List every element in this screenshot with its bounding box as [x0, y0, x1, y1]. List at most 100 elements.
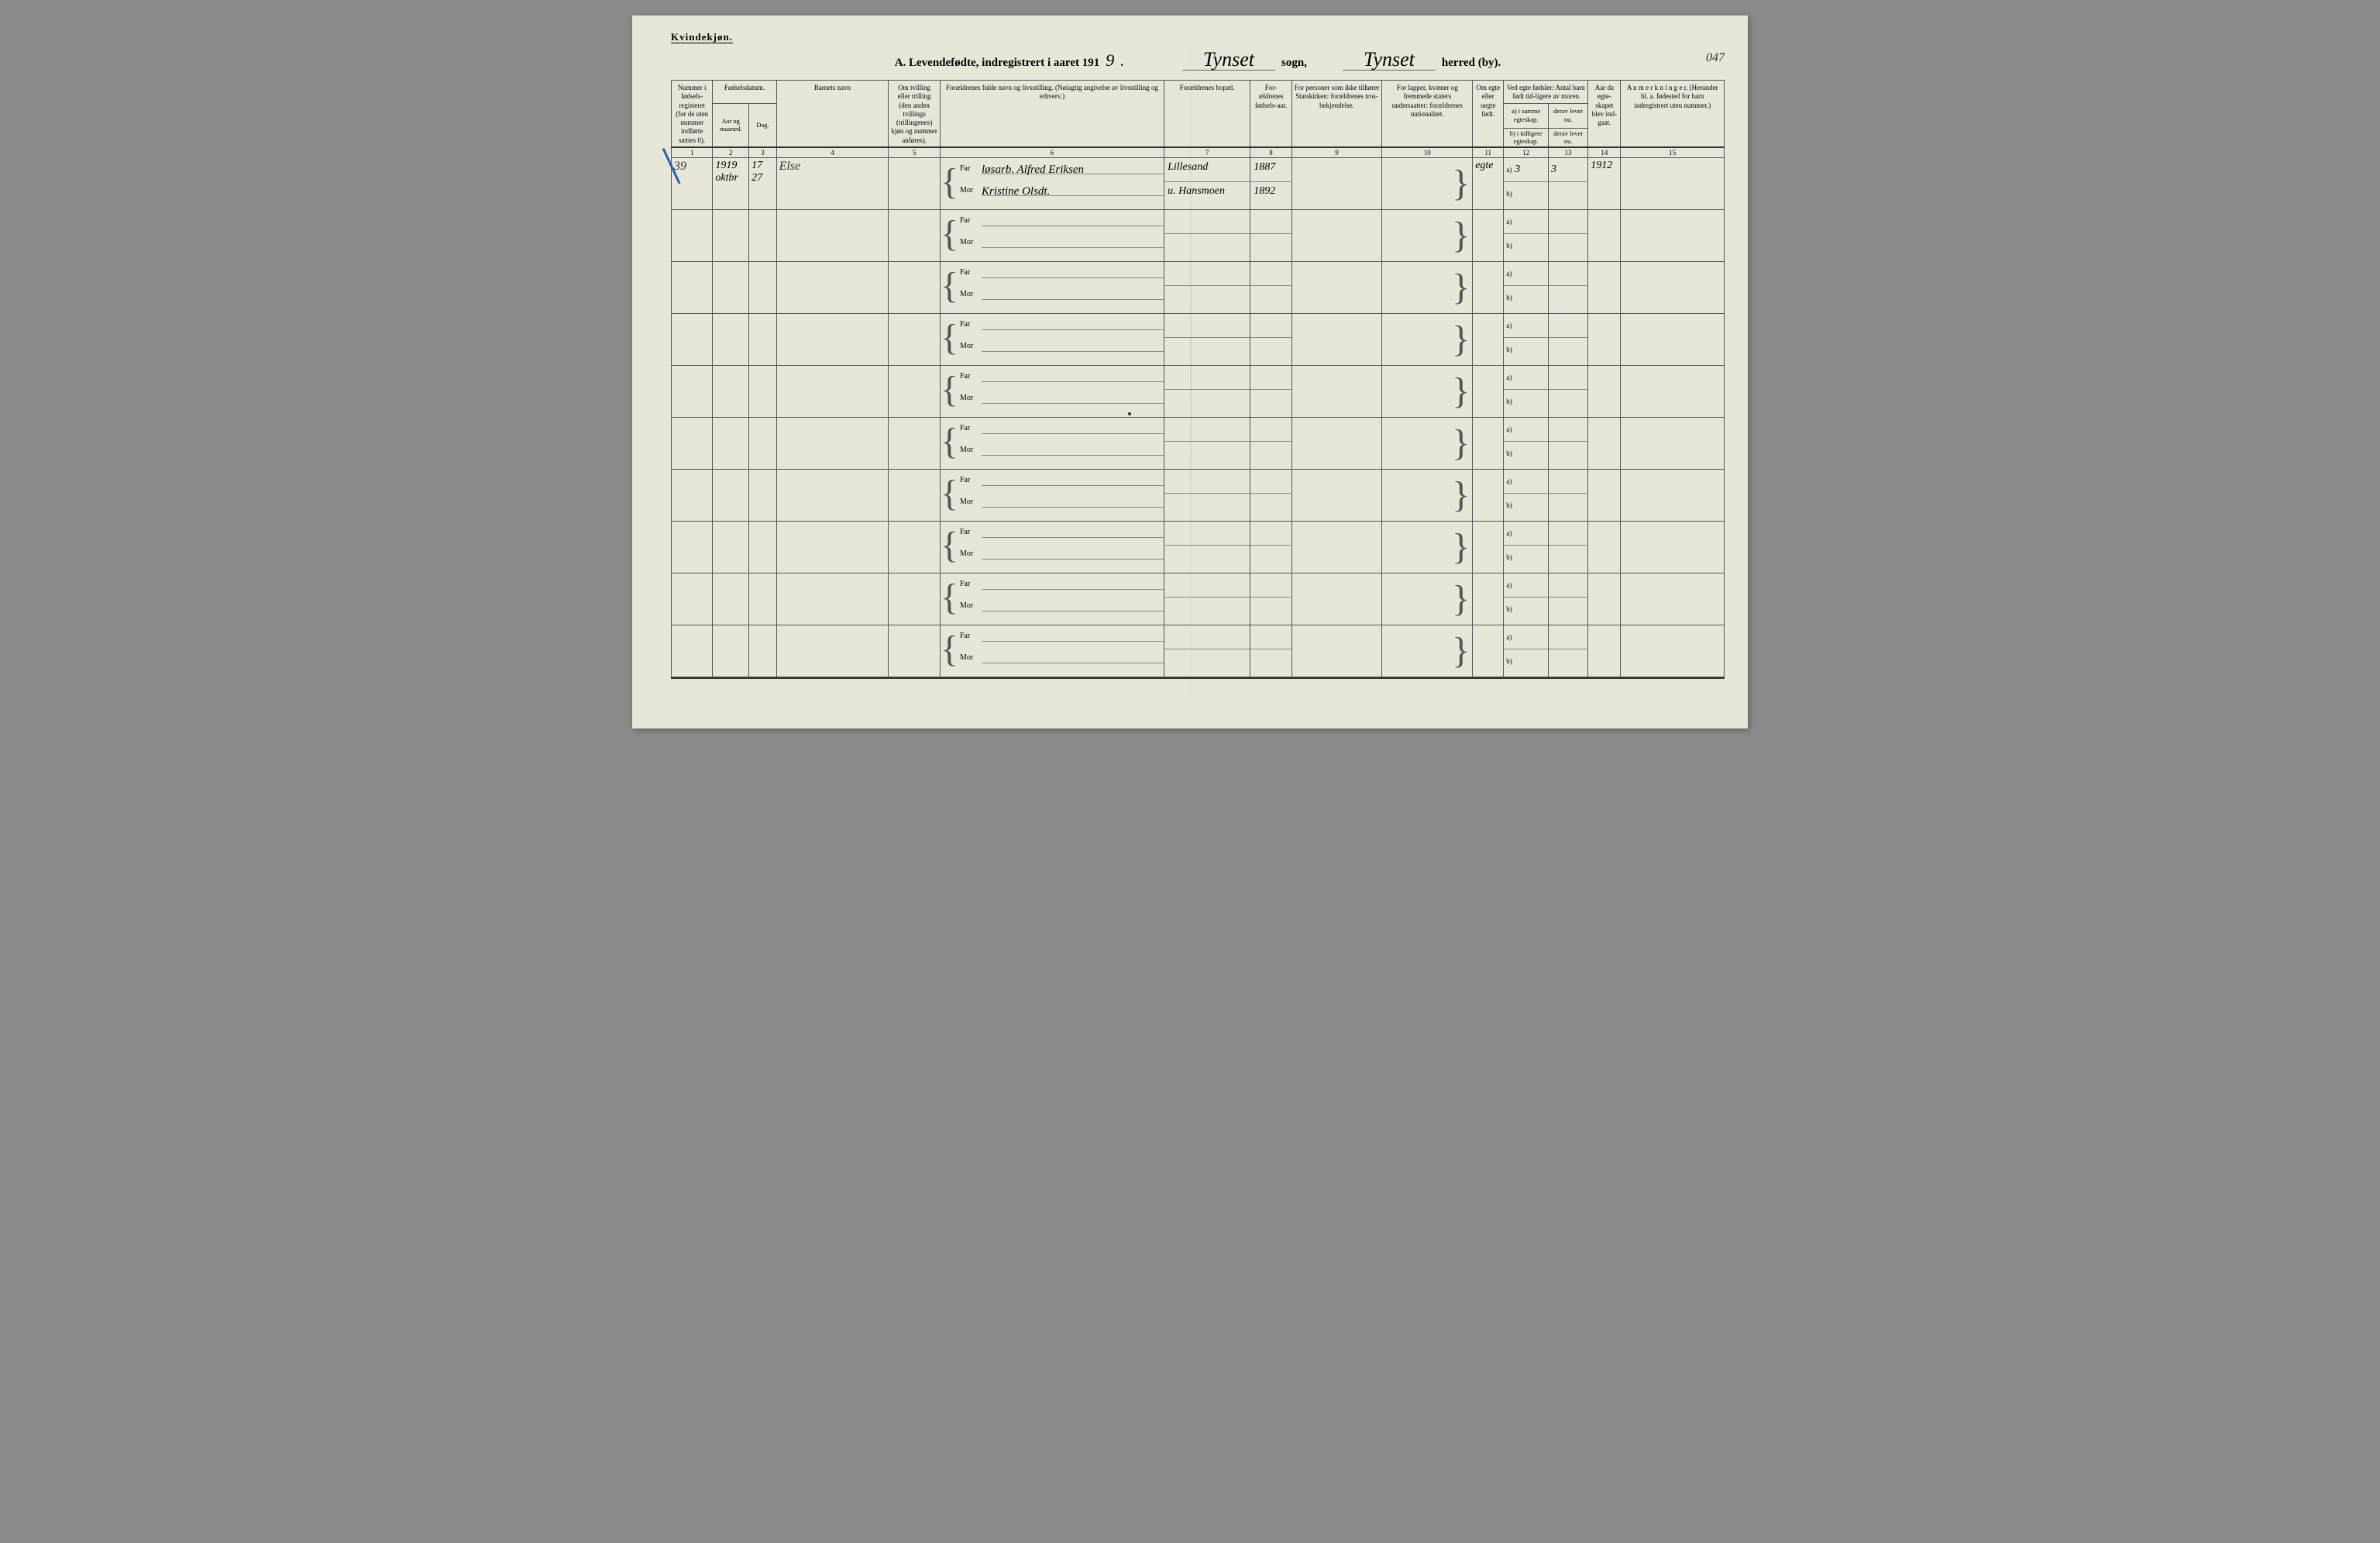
cell-day: 17 27 [749, 157, 777, 209]
cell-religion [1291, 521, 1382, 573]
herred-hand: Tynset [1343, 50, 1436, 71]
cell-number [672, 417, 713, 469]
cell-remarks [1621, 313, 1725, 365]
colnum-10: 10 [1382, 147, 1473, 158]
cell-remarks [1621, 625, 1725, 677]
cell-nationality: } [1382, 417, 1473, 469]
cell-child-name [776, 417, 889, 469]
cell-year-month: 1919 oktbr [713, 157, 749, 209]
cell-marriage-year [1588, 625, 1621, 677]
cell-residence [1164, 469, 1250, 521]
cell-birth-years [1250, 417, 1291, 469]
cell-number [672, 209, 713, 261]
title-prefix: A. Levendefødte, indregistrert i aaret 1… [895, 57, 1100, 70]
cell-prior-children: a) 3b) [1504, 157, 1549, 209]
cell-year-month [713, 521, 749, 573]
cell-remarks [1621, 261, 1725, 313]
cell-year-month [713, 261, 749, 313]
cell-living-children [1549, 365, 1588, 417]
colnum-15: 15 [1621, 147, 1725, 158]
col-15-header: A n m e r k n i n g e r. (Herunder bl. a… [1621, 81, 1725, 147]
cell-living-children [1549, 573, 1588, 625]
cell-birth-years [1250, 261, 1291, 313]
cell-residence [1164, 417, 1250, 469]
col-7-header: Forældrenes bopæl. [1164, 81, 1250, 147]
cell-religion [1291, 625, 1382, 677]
cell-residence [1164, 209, 1250, 261]
table-header: Nummer i fødsels-registeret (for de uten… [672, 81, 1725, 158]
cell-residence [1164, 261, 1250, 313]
cell-year-month [713, 365, 749, 417]
cell-parents: { Far Mor [940, 417, 1164, 469]
cell-child-name [776, 469, 889, 521]
cell-legitimate [1473, 365, 1504, 417]
cell-remarks [1621, 209, 1725, 261]
table-row: { Far Mor }a) b) [672, 209, 1725, 261]
col-11-header: Om egte eller uegte født. [1473, 81, 1504, 147]
col-2-header: Aar og maaned. [713, 103, 749, 147]
cell-day [749, 469, 777, 521]
colnum-14: 14 [1588, 147, 1621, 158]
cell-legitimate [1473, 469, 1504, 521]
table-row: 391919 oktbr17 27Else{ skog- og jordarb.… [672, 157, 1725, 209]
table-row: { Far Mor }a) b) [672, 417, 1725, 469]
cell-child-name [776, 521, 889, 573]
cell-child-name [776, 573, 889, 625]
cell-day [749, 209, 777, 261]
cell-twin [889, 417, 941, 469]
cell-child-name [776, 365, 889, 417]
cell-remarks [1621, 365, 1725, 417]
cell-birth-years [1250, 469, 1291, 521]
cell-prior-children: a) b) [1504, 209, 1549, 261]
cell-marriage-year [1588, 209, 1621, 261]
cell-legitimate [1473, 573, 1504, 625]
cell-twin [889, 157, 941, 209]
colnum-4: 4 [776, 147, 889, 158]
cell-marriage-year [1588, 261, 1621, 313]
cell-religion [1291, 365, 1382, 417]
cell-residence [1164, 625, 1250, 677]
cell-parents: { Far Mor [940, 261, 1164, 313]
cell-year-month [713, 573, 749, 625]
col-12a-header: a) i samme egteskap. [1504, 103, 1549, 128]
cell-residence [1164, 313, 1250, 365]
cell-twin [889, 625, 941, 677]
cell-residence [1164, 521, 1250, 573]
column-number-row: 1 2 3 4 5 6 7 8 9 10 11 12 13 14 15 [672, 147, 1725, 158]
cell-residence [1164, 573, 1250, 625]
cell-marriage-year [1588, 521, 1621, 573]
col-9-header: For personer som ikke tilhører Statskirk… [1291, 81, 1382, 147]
cell-legitimate: egte [1473, 157, 1504, 209]
colnum-3: 3 [749, 147, 777, 158]
colnum-5: 5 [889, 147, 941, 158]
cell-parents: { Far Mor [940, 365, 1164, 417]
cell-remarks [1621, 573, 1725, 625]
cell-day [749, 313, 777, 365]
cell-number [672, 625, 713, 677]
cell-birth-years [1250, 313, 1291, 365]
cell-prior-children: a) b) [1504, 469, 1549, 521]
sogn-hand: Tynset [1182, 50, 1275, 71]
col-13a-header: derav lever nu. [1549, 103, 1588, 128]
cell-child-name: Else [776, 157, 889, 209]
col-6-header: Forældrenes fulde navn og livsstilling. … [940, 81, 1164, 147]
col-14-header: Aar da egte-skapet blev ind-gaat. [1588, 81, 1621, 147]
cell-religion [1291, 417, 1382, 469]
cell-remarks [1621, 521, 1725, 573]
cell-living-children [1549, 469, 1588, 521]
cell-remarks [1621, 469, 1725, 521]
col-2-3-group: Fødselsdatum. [713, 81, 776, 104]
cell-nationality: } [1382, 521, 1473, 573]
cell-year-month [713, 209, 749, 261]
cell-child-name [776, 313, 889, 365]
cell-prior-children: a) b) [1504, 261, 1549, 313]
cell-nationality: } [1382, 573, 1473, 625]
cell-twin [889, 261, 941, 313]
table-row: { Far Mor }a) b) [672, 469, 1725, 521]
cell-child-name [776, 209, 889, 261]
cell-living-children [1549, 313, 1588, 365]
register-page: Kvindekjøn. 047 A. Levendefødte, indregi… [632, 15, 1748, 728]
cell-legitimate [1473, 313, 1504, 365]
cell-birth-years [1250, 521, 1291, 573]
cell-religion [1291, 573, 1382, 625]
